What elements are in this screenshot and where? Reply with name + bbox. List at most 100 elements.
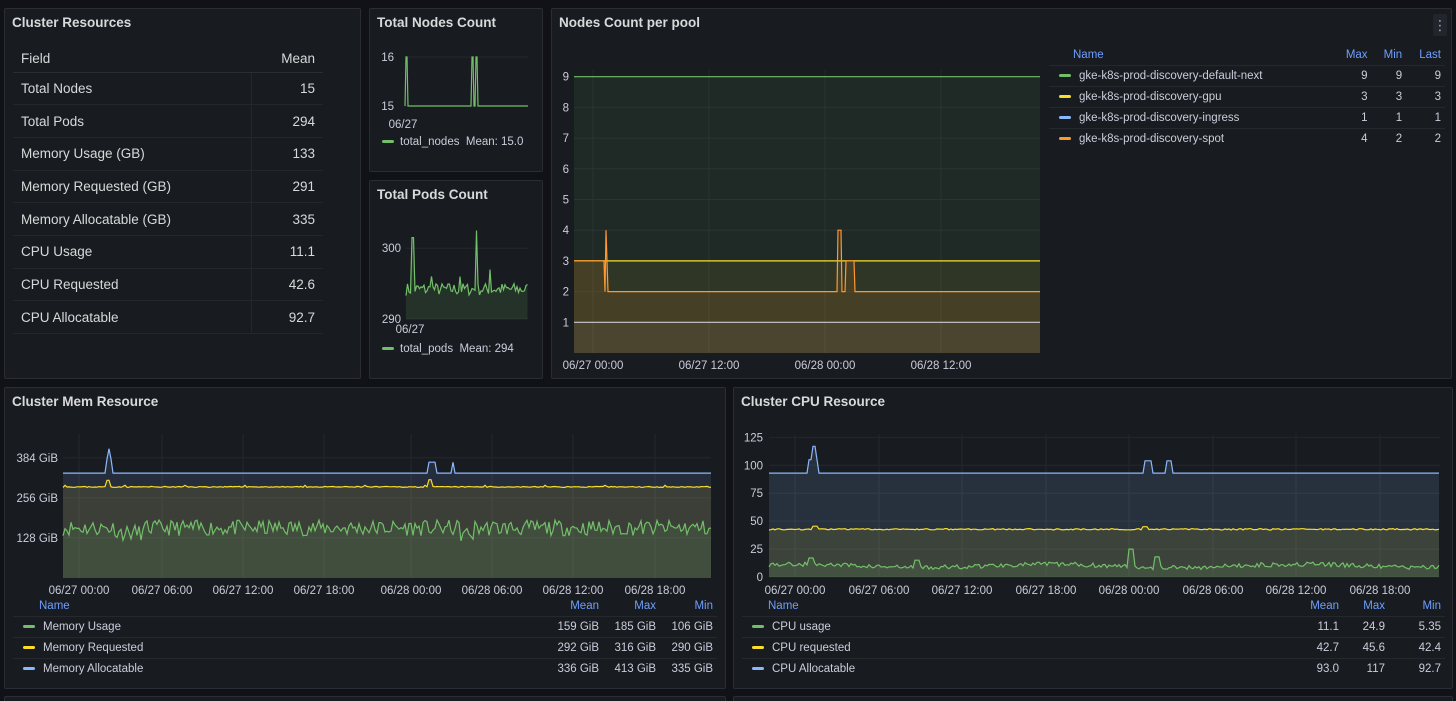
x-tick-label: 06/27 12:00 bbox=[213, 585, 274, 597]
legend-col-last[interactable]: Last bbox=[1419, 48, 1441, 61]
legend-col-mean[interactable]: Mean bbox=[570, 599, 599, 612]
field-cell: CPU Allocatable bbox=[13, 300, 253, 334]
legend-col-max[interactable]: Max bbox=[1345, 48, 1368, 61]
y-tick-label: 50 bbox=[750, 516, 763, 528]
legend-mean-value: 42.7 bbox=[1273, 636, 1343, 658]
total-nodes-panel: Total Nodes Count 16 15 06/27 total_nodes … bbox=[369, 8, 543, 172]
legend-table: Name Mean Max Min Memory Usage 159 GiB 185… bbox=[13, 596, 717, 679]
x-tick-label: 06/28 12:00 bbox=[911, 360, 972, 372]
legend-series-name: total_nodes bbox=[400, 136, 460, 148]
y-tick-label: 125 bbox=[744, 432, 763, 444]
series-line bbox=[574, 229, 1040, 293]
field-cell: Total Pods bbox=[13, 104, 253, 138]
nodes-per-pool-panel: Nodes Count per pool ⋮ 9 8 7 6 5 4 3 2 1 06/27 00… bbox=[551, 8, 1452, 379]
field-cell: Memory Allocatable (GB) bbox=[13, 202, 253, 236]
series-area bbox=[574, 76, 1040, 353]
series-line bbox=[768, 525, 1440, 531]
legend-series-name: CPU requested bbox=[772, 641, 851, 654]
panel-title[interactable]: Cluster Resources bbox=[12, 15, 132, 30]
legend-col-min[interactable]: Min bbox=[1383, 48, 1403, 61]
series-area bbox=[769, 446, 1439, 577]
legend-swatch bbox=[23, 667, 35, 671]
series-line bbox=[62, 518, 712, 543]
mean-cell: 294 bbox=[251, 104, 323, 138]
mean-cell: 42.6 bbox=[251, 268, 323, 302]
legend-col-name[interactable]: Name bbox=[39, 599, 70, 612]
x-tick-label: 06/27 00:00 bbox=[765, 585, 826, 597]
legend-min-value: 1 bbox=[1371, 106, 1407, 128]
y-tick-label: 15 bbox=[381, 101, 394, 113]
y-tick-label: 9 bbox=[563, 72, 569, 84]
cluster-cpu-panel: Cluster CPU Resource 125 100 75 50 25 0 06/27 … bbox=[733, 387, 1453, 689]
legend-col-min[interactable]: Min bbox=[1422, 599, 1441, 612]
x-tick-label: 06/28 00:00 bbox=[795, 360, 856, 372]
legend-mean-value: 93.0 bbox=[1273, 657, 1343, 679]
legend-max-value: 413 GiB bbox=[603, 657, 660, 679]
legend-row[interactable]: Memory Usage 159 GiB 185 GiB 106 GiB bbox=[13, 615, 717, 637]
x-tick-label: 06/27 06:00 bbox=[132, 585, 193, 597]
cluster-resources-panel: Cluster Resources Field Mean Total Nodes… bbox=[4, 8, 361, 379]
x-tick-label: 06/27 bbox=[389, 119, 418, 131]
legend-series-name: Memory Allocatable bbox=[43, 662, 144, 675]
legend-min-value: 2 bbox=[1371, 127, 1407, 149]
panel-title[interactable]: Cluster Mem Resource bbox=[12, 394, 159, 409]
panel-title[interactable]: Nodes Count per pool bbox=[559, 15, 700, 30]
series-line bbox=[404, 56, 528, 107]
legend-series-name: CPU usage bbox=[772, 620, 831, 633]
series-line bbox=[405, 230, 528, 297]
legend-min-value: 335 GiB bbox=[660, 657, 717, 679]
legend-row[interactable]: CPU requested 42.7 45.6 42.4 bbox=[742, 636, 1445, 658]
legend-row[interactable]: gke-k8s-prod-discovery-gpu 3 3 3 bbox=[1049, 85, 1445, 107]
legend-series-name: CPU Allocatable bbox=[772, 662, 856, 675]
total-pods-panel: Total Pods Count 300 290 06/27 total_pods … bbox=[369, 180, 543, 379]
legend-row[interactable]: gke-k8s-prod-discovery-default-next 9 9 9 bbox=[1049, 64, 1445, 86]
legend-col-max[interactable]: Max bbox=[634, 599, 656, 612]
panel-title[interactable]: Total Nodes Count bbox=[377, 15, 496, 30]
panel-menu-icon[interactable]: ⋮ bbox=[1433, 14, 1447, 36]
legend-last-value: 2 bbox=[1406, 127, 1445, 149]
legend-swatch bbox=[752, 667, 764, 671]
legend-swatch bbox=[1059, 115, 1071, 119]
legend-swatch bbox=[382, 140, 394, 144]
series-area bbox=[769, 549, 1439, 577]
legend-col-mean[interactable]: Mean bbox=[1310, 599, 1339, 612]
mean-cell: 15 bbox=[251, 72, 323, 106]
legend-item[interactable]: total_pods Mean: 294 bbox=[382, 343, 514, 355]
legend-swatch bbox=[752, 645, 764, 649]
column-header-field[interactable]: Field bbox=[13, 46, 252, 73]
legend-col-max[interactable]: Max bbox=[1363, 599, 1385, 612]
legend-mean: Mean: 15.0 bbox=[465, 136, 524, 148]
panel-title[interactable]: Cluster CPU Resource bbox=[741, 394, 886, 409]
series-area bbox=[406, 230, 528, 319]
x-tick-label: 06/27 18:00 bbox=[294, 585, 355, 597]
legend-row[interactable]: Memory Requested 292 GiB 316 GiB 290 GiB bbox=[13, 636, 717, 658]
legend-row[interactable]: gke-k8s-prod-discovery-spot 4 2 2 bbox=[1049, 127, 1445, 149]
legend-swatch bbox=[1059, 73, 1071, 77]
series-line bbox=[769, 445, 1439, 474]
panel-title[interactable]: Total Pods Count bbox=[377, 187, 488, 202]
legend-row[interactable]: CPU usage 11.1 24.9 5.35 bbox=[742, 615, 1445, 637]
y-tick-label: 2 bbox=[563, 287, 569, 299]
legend-row[interactable]: gke-k8s-prod-discovery-ingress 1 1 1 bbox=[1049, 106, 1445, 128]
series-line bbox=[768, 548, 1440, 571]
legend-row[interactable]: CPU Allocatable 93.0 117 92.7 bbox=[742, 657, 1445, 679]
series-area bbox=[63, 479, 711, 578]
legend-swatch bbox=[23, 645, 35, 649]
legend-col-name[interactable]: Name bbox=[1073, 48, 1104, 61]
legend-min-value: 5.35 bbox=[1389, 615, 1445, 637]
legend-min-value: 42.4 bbox=[1389, 636, 1445, 658]
legend-min-value: 9 bbox=[1371, 64, 1407, 86]
field-cell: Memory Usage (GB) bbox=[13, 137, 253, 171]
y-tick-label: 0 bbox=[757, 572, 763, 584]
legend-col-name[interactable]: Name bbox=[768, 599, 799, 612]
column-header-mean[interactable]: Mean bbox=[251, 46, 323, 73]
legend-col-min[interactable]: Min bbox=[694, 599, 713, 612]
y-tick-label: 5 bbox=[563, 194, 569, 206]
legend-item[interactable]: total_nodes Mean: 15.0 bbox=[382, 136, 523, 148]
field-cell: Total Nodes bbox=[13, 72, 253, 106]
x-tick-label: 06/27 00:00 bbox=[563, 360, 624, 372]
legend-row[interactable]: Memory Allocatable 336 GiB 413 GiB 335 GiB bbox=[13, 657, 717, 679]
table-row: Total Nodes 15 bbox=[13, 72, 323, 106]
legend-last-value: 9 bbox=[1406, 64, 1445, 86]
x-tick-label: 06/28 06:00 bbox=[1183, 585, 1244, 597]
